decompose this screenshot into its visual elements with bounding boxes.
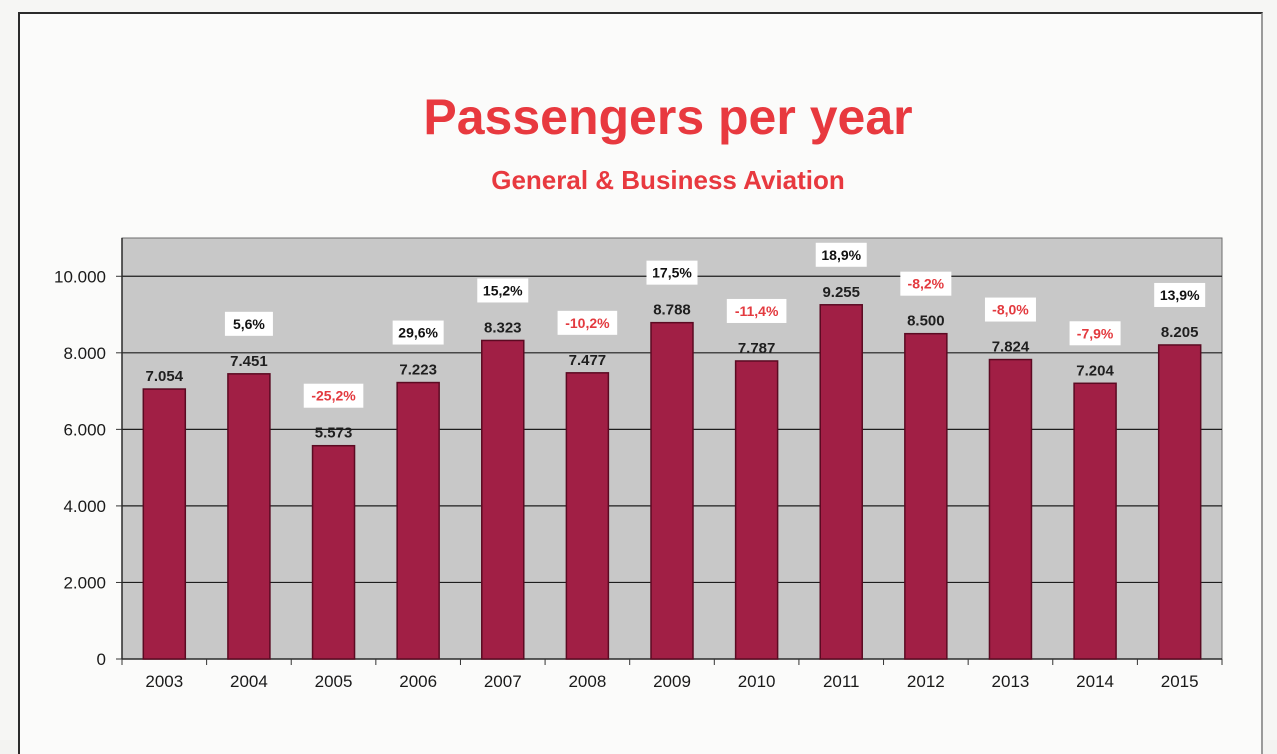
change-label: -25,2%	[311, 388, 356, 404]
y-tick-label: 10.000	[54, 267, 106, 286]
x-tick-label: 2003	[145, 672, 183, 691]
chart-title: Passengers per year	[423, 89, 912, 145]
value-label: 7.204	[1076, 362, 1114, 379]
bar	[1157, 344, 1202, 660]
x-tick-label: 2009	[653, 672, 691, 691]
x-tick-label: 2004	[230, 672, 268, 691]
value-label: 7.787	[738, 340, 776, 357]
value-label: 8.500	[907, 313, 945, 330]
change-label: -11,4%	[735, 303, 779, 319]
value-label: 9.255	[822, 284, 860, 301]
change-label-box	[815, 242, 867, 267]
change-label-box	[900, 271, 952, 296]
value-label: 8.788	[653, 302, 691, 319]
bar	[142, 388, 187, 660]
value-label: 7.223	[399, 362, 437, 379]
bar	[311, 444, 356, 660]
value-label: 7.477	[569, 352, 607, 369]
bar	[988, 358, 1033, 660]
x-tick-label: 2008	[568, 672, 606, 691]
chart-subtitle: General & Business Aviation	[491, 165, 845, 195]
change-label: 18,9%	[821, 247, 861, 263]
x-tick-label: 2005	[315, 672, 353, 691]
y-tick-label: 6.000	[63, 420, 106, 439]
x-tick-label: 2006	[399, 672, 437, 691]
x-tick-label: 2011	[823, 672, 860, 691]
bar	[396, 381, 440, 660]
x-tick-label: 2014	[1076, 672, 1114, 691]
change-label: 17,5%	[652, 265, 692, 281]
bar	[481, 339, 525, 660]
change-label: -10,2%	[565, 315, 610, 331]
change-label-box	[557, 310, 618, 335]
change-label-box	[477, 278, 529, 303]
value-label: 7.824	[992, 339, 1030, 356]
change-label-box	[303, 383, 364, 408]
y-tick-label: 0	[97, 650, 106, 669]
change-label-box	[392, 320, 444, 345]
y-tick-label: 2.000	[63, 573, 106, 592]
x-tick-label: 2012	[907, 672, 945, 691]
bar	[227, 373, 271, 660]
x-tick-label: 2013	[992, 672, 1030, 691]
change-label: 13,9%	[1160, 287, 1200, 303]
change-label: -7,9%	[1077, 325, 1114, 341]
change-label: 15,2%	[483, 282, 523, 298]
value-label: 5.573	[315, 425, 353, 442]
change-label-box	[1069, 321, 1121, 346]
x-tick-label: 2015	[1161, 672, 1199, 691]
x-tick-label: 2007	[484, 672, 522, 691]
x-tick-label: 2010	[738, 672, 776, 691]
bar	[819, 304, 863, 660]
change-label-box	[1154, 282, 1206, 307]
change-label: 5,6%	[233, 316, 265, 332]
change-label-box	[646, 260, 698, 285]
bar	[734, 360, 779, 660]
change-label: -8,2%	[908, 276, 945, 292]
change-label-box	[984, 297, 1036, 322]
bar	[904, 332, 948, 660]
bar	[1073, 382, 1117, 660]
value-label: 8.323	[484, 319, 522, 336]
bar	[565, 372, 610, 660]
y-tick-label: 4.000	[63, 497, 106, 516]
y-tick-label: 8.000	[63, 344, 106, 363]
value-label: 7.054	[146, 368, 184, 385]
value-label: 7.451	[230, 353, 268, 370]
change-label: -8,0%	[992, 302, 1029, 318]
change-label-box	[224, 311, 273, 336]
change-label-box	[726, 298, 787, 323]
value-label: 8.205	[1161, 324, 1199, 341]
bar	[650, 321, 694, 660]
change-label: 29,6%	[398, 325, 438, 341]
